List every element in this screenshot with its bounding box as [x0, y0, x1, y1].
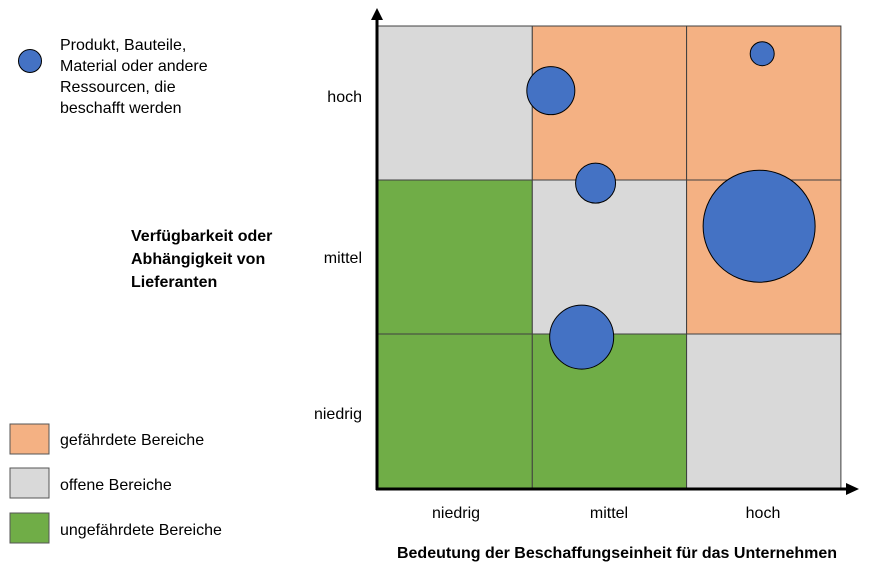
- y-axis-title: Verfügbarkeit oder Abhängigkeit von Lief…: [131, 228, 272, 291]
- item-bubble-1: [526, 66, 576, 116]
- item-bubble-4: [702, 169, 816, 283]
- item-legend-line-4: beschafft werden: [60, 100, 182, 117]
- item-legend-line-2: Material oder andere: [60, 58, 208, 75]
- matrix-cell-mittel-mittel: [531, 179, 688, 335]
- item-legend: Produkt, Bauteile, Material oder andere …: [18, 37, 208, 117]
- item-bubble-3: [575, 162, 617, 204]
- item-bubble-2: [749, 41, 775, 67]
- matrix-cell-mittel-niedrig: [531, 333, 688, 489]
- x-axis-title: Bedeutung der Beschaffungseinheit für da…: [397, 545, 837, 562]
- x-axis-arrow: [376, 483, 859, 495]
- matrix-cell-niedrig-hoch: [377, 25, 533, 181]
- matrix-cell-hoch-niedrig: [686, 333, 842, 489]
- y-level-high: hoch: [327, 89, 362, 106]
- matrix-items: [526, 41, 816, 370]
- x-level-low: niedrig: [432, 505, 480, 522]
- item-bubble-5: [549, 304, 615, 370]
- zone-legend-label-endangered: gefährdete Bereiche: [60, 432, 204, 449]
- zone-legend-swatch-open: [9, 467, 50, 499]
- item-legend-marker: [18, 49, 42, 73]
- matrix-cell-niedrig-mittel: [377, 179, 533, 335]
- x-level-mid: mittel: [590, 505, 628, 522]
- zone-legend: gefährdete Bereiche offene Bereiche unge…: [9, 423, 222, 544]
- zone-legend-label-open: offene Bereiche: [60, 477, 172, 494]
- y-axis-title-line-1: Verfügbarkeit oder: [131, 228, 272, 245]
- matrix-cell-niedrig-niedrig: [377, 333, 533, 489]
- y-level-low: niedrig: [314, 406, 362, 423]
- y-axis-title-line-2: Abhängigkeit von: [131, 251, 265, 268]
- y-axis-arrow: [371, 8, 383, 490]
- item-legend-line-1: Produkt, Bauteile,: [60, 37, 186, 54]
- zone-legend-swatch-endangered: [9, 423, 50, 455]
- item-legend-line-3: Ressourcen, die: [60, 79, 176, 96]
- zone-legend-label-safe: ungefährdete Bereiche: [60, 522, 222, 539]
- y-axis-title-line-3: Lieferanten: [131, 274, 217, 291]
- zone-legend-swatch-safe: [9, 512, 50, 544]
- y-level-mid: mittel: [324, 250, 362, 267]
- x-level-high: hoch: [746, 505, 781, 522]
